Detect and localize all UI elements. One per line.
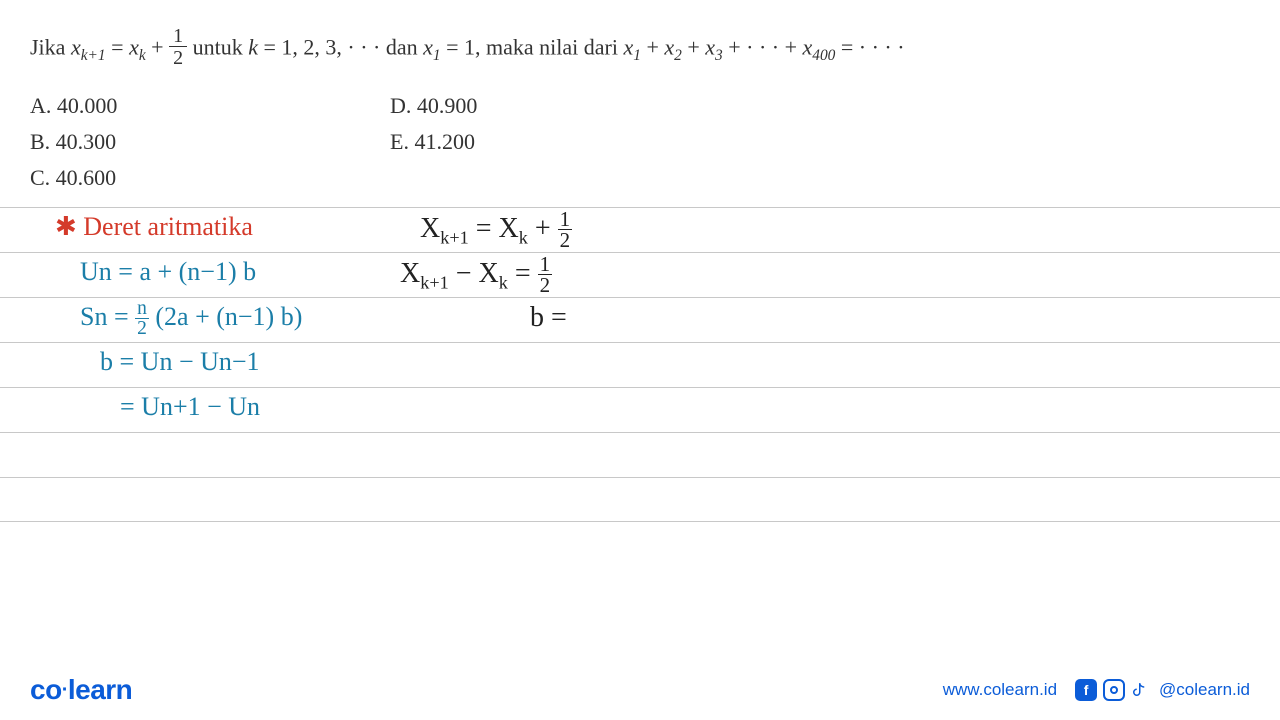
q-x1-sub: 1 bbox=[433, 47, 441, 64]
choices-list: A. 40.000 D. 40.900 B. 40.300 E. 41.200 … bbox=[0, 81, 1280, 199]
social-group: f @colearn.id bbox=[1075, 679, 1250, 701]
q-var-xk1: x bbox=[71, 35, 81, 60]
hand-sn-formula: Sn = n2 (2a + (n−1) b) bbox=[80, 300, 302, 338]
q-tail: = · · · · bbox=[841, 35, 905, 60]
q-prefix: Jika bbox=[30, 35, 71, 60]
q-sx1: x bbox=[623, 35, 633, 60]
footer-right: www.colearn.id f @colearn.id bbox=[943, 679, 1250, 701]
q-mid1: untuk bbox=[193, 35, 249, 60]
ruled-line: ✱ Deret aritmatika Xk+1 = Xk + 12 bbox=[0, 207, 1280, 252]
q-sub-k1: k+1 bbox=[81, 47, 106, 64]
choice-b[interactable]: B. 40.300 bbox=[30, 129, 230, 155]
ruled-line: Un = a + (n−1) b Xk+1 − Xk = 12 bbox=[0, 252, 1280, 297]
hand-eq2: Xk+1 − Xk = 12 bbox=[400, 255, 552, 296]
choice-row-3: C. 40.600 bbox=[30, 165, 1250, 191]
logo-co: co bbox=[30, 674, 62, 705]
hand-un-formula: Un = a + (n−1) b bbox=[80, 257, 256, 287]
hand-b-formula2: = Un+1 − Un bbox=[120, 392, 260, 422]
tiktok-icon[interactable] bbox=[1131, 679, 1153, 701]
hand-frac1: 12 bbox=[558, 210, 573, 251]
choice-row-1: A. 40.000 D. 40.900 bbox=[30, 93, 1250, 119]
hand-b-eq: b = bbox=[530, 302, 567, 334]
q-var-xk: x bbox=[129, 35, 139, 60]
question-text: Jika xk+1 = xk + 12 untuk k = 1, 2, 3, ·… bbox=[30, 28, 1250, 71]
hand-sn-frac: n2 bbox=[135, 300, 149, 338]
hand-frac2: 12 bbox=[538, 255, 553, 296]
ruled-line: b = Un − Un−1 bbox=[0, 342, 1280, 387]
q-plus3: + bbox=[687, 35, 705, 60]
facebook-icon[interactable]: f bbox=[1075, 679, 1097, 701]
q-dots: + · · · + bbox=[728, 35, 802, 60]
q-frac: 12 bbox=[169, 26, 187, 69]
logo-dot: · bbox=[62, 679, 68, 701]
q-sx3-sub: 3 bbox=[715, 47, 723, 64]
social-handle: @colearn.id bbox=[1159, 680, 1250, 700]
q-sub-k: k bbox=[139, 47, 146, 64]
ruled-line: = Un+1 − Un bbox=[0, 387, 1280, 432]
q-sxn: x bbox=[803, 35, 813, 60]
hand-b-formula: b = Un − Un−1 bbox=[100, 347, 260, 377]
hand-title: ✱ Deret aritmatika bbox=[55, 212, 253, 242]
q-sx2: x bbox=[664, 35, 674, 60]
q-sx1-sub: 1 bbox=[633, 47, 641, 64]
choice-d[interactable]: D. 40.900 bbox=[390, 93, 590, 119]
choice-c[interactable]: C. 40.600 bbox=[30, 165, 230, 191]
ruled-line: Sn = n2 (2a + (n−1) b) b = bbox=[0, 297, 1280, 342]
choice-e[interactable]: E. 41.200 bbox=[390, 129, 590, 155]
q-sxn-sub: 400 bbox=[812, 47, 835, 64]
q-eq3: = 1, maka nilai dari bbox=[446, 35, 623, 60]
website-link[interactable]: www.colearn.id bbox=[943, 680, 1057, 700]
brand-logo: co·learn bbox=[30, 674, 132, 706]
q-sx3: x bbox=[705, 35, 715, 60]
footer: co·learn www.colearn.id f @colearn.id bbox=[0, 660, 1280, 720]
q-sx2-sub: 2 bbox=[674, 47, 682, 64]
question-area: Jika xk+1 = xk + 12 untuk k = 1, 2, 3, ·… bbox=[0, 0, 1280, 81]
q-k: k bbox=[248, 35, 258, 60]
instagram-icon[interactable] bbox=[1103, 679, 1125, 701]
ruled-line bbox=[0, 432, 1280, 477]
ruled-line bbox=[0, 477, 1280, 522]
q-eq2: = 1, 2, 3, · · · dan bbox=[263, 35, 423, 60]
logo-learn: learn bbox=[68, 674, 132, 705]
q-plus: + bbox=[151, 35, 169, 60]
q-eq1: = bbox=[111, 35, 129, 60]
choice-row-2: B. 40.300 E. 41.200 bbox=[30, 129, 1250, 155]
q-plus2: + bbox=[646, 35, 664, 60]
choice-a[interactable]: A. 40.000 bbox=[30, 93, 230, 119]
hand-eq1: Xk+1 = Xk + 12 bbox=[420, 210, 572, 251]
q-x1-var: x bbox=[423, 35, 433, 60]
notes-area: ✱ Deret aritmatika Xk+1 = Xk + 12 Un = a… bbox=[0, 207, 1280, 522]
